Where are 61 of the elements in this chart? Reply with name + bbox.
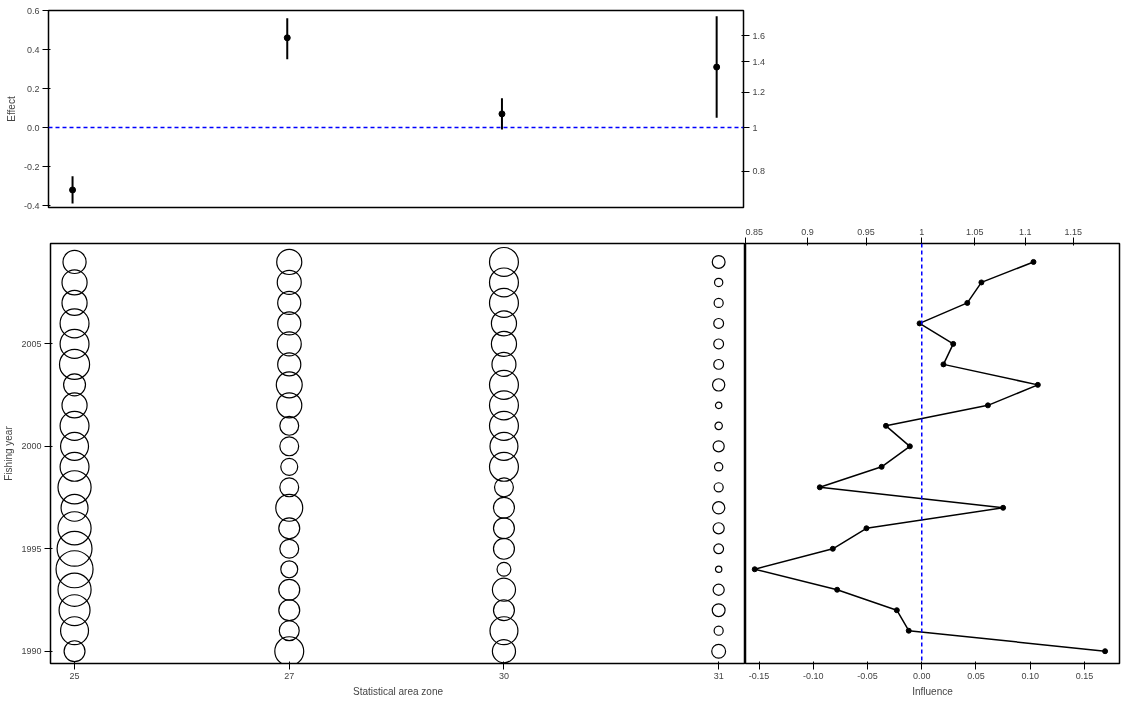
x-tick-label: 30	[498, 670, 509, 681]
point	[964, 299, 971, 306]
point	[69, 186, 77, 194]
y-tick-label: 0.0	[26, 122, 40, 133]
x-tick-label: 27	[284, 670, 295, 681]
y-tick-label: -0.4	[23, 200, 40, 211]
y-tick-label: 0.2	[26, 83, 40, 94]
x-tick-label: 0.00	[913, 670, 931, 681]
y-tick-label: 0.6	[26, 5, 40, 16]
point	[984, 402, 991, 409]
point	[1102, 648, 1109, 655]
point	[1030, 258, 1037, 265]
y-tick-label: 1990	[21, 646, 42, 657]
point	[816, 484, 823, 491]
x2-tick-label: 0.85	[745, 226, 764, 237]
point	[978, 279, 985, 286]
point	[283, 34, 291, 42]
point	[893, 607, 900, 614]
x-tick-label: 0.05	[967, 670, 985, 681]
x-tick-label: 25	[69, 670, 80, 681]
x2-tick-label: 0.95	[857, 226, 875, 237]
x-tick-label: 0.10	[1021, 670, 1039, 681]
y-tick-label: 2000	[21, 441, 42, 452]
y2-tick-label: 0.8	[752, 166, 766, 177]
x2-tick-label: 0.9	[801, 226, 814, 237]
point	[878, 463, 885, 470]
x-tick-label: -0.15	[748, 670, 770, 681]
point	[1034, 381, 1041, 388]
y2-tick-label: 1.2	[752, 87, 766, 97]
x2-tick-label: 1.05	[965, 226, 984, 237]
point	[940, 361, 947, 368]
x2-tick-label: 1.15	[1064, 226, 1083, 237]
point	[950, 340, 957, 347]
y2-tick-label: 1	[752, 122, 758, 133]
x2-tick-label: 1	[919, 226, 925, 237]
point	[751, 566, 758, 573]
x-axis-title: Statistical area zone	[352, 685, 444, 697]
point	[713, 63, 721, 71]
x-tick-label: -0.10	[803, 670, 824, 681]
y-axis-title: Effect	[5, 96, 17, 122]
point	[882, 422, 889, 429]
x2-tick-label: 1.1	[1018, 226, 1032, 237]
x-axis-title: Influence	[912, 685, 954, 697]
point	[1000, 504, 1007, 511]
point	[834, 586, 841, 593]
point	[906, 443, 913, 450]
x-tick-label: 31	[713, 670, 724, 681]
point	[829, 545, 836, 552]
y-tick-label: -0.2	[23, 161, 40, 172]
y-axis-title: Fishing year	[3, 425, 15, 481]
point	[863, 525, 870, 532]
y-tick-label: 0.4	[26, 44, 40, 55]
point	[498, 110, 506, 118]
point	[905, 627, 912, 634]
x-tick-label: 0.15	[1075, 670, 1094, 681]
y2-tick-label: 1.6	[752, 30, 766, 41]
y-tick-label: 1995	[21, 543, 42, 554]
y-tick-label: 2005	[21, 338, 42, 349]
point	[916, 320, 923, 327]
y2-tick-label: 1.4	[752, 56, 766, 67]
x-tick-label: -0.05	[857, 670, 878, 681]
